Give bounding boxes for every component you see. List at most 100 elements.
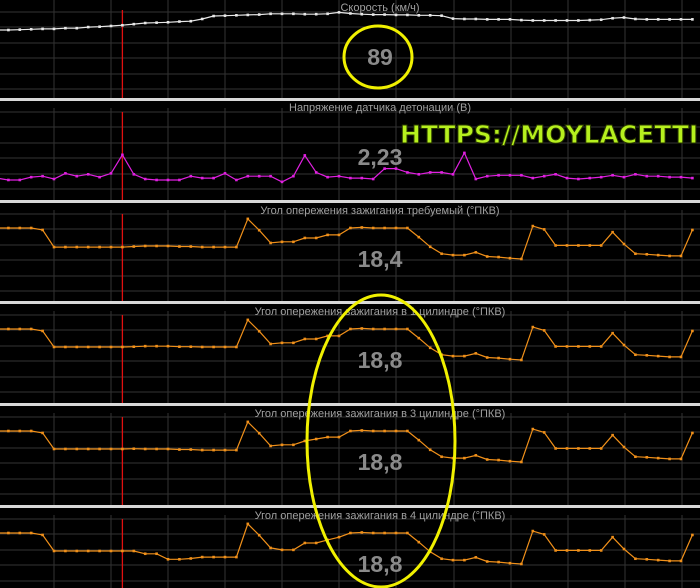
data-point — [645, 252, 649, 256]
data-point — [178, 178, 181, 182]
data-point — [7, 327, 10, 331]
data-point — [451, 253, 455, 257]
data-point — [246, 217, 250, 221]
data-point — [269, 12, 272, 16]
data-point — [679, 254, 683, 258]
data-point — [143, 244, 147, 248]
data-point — [98, 447, 101, 451]
data-point — [554, 19, 557, 22]
data-point — [178, 557, 181, 561]
data-point — [64, 172, 67, 175]
data-point — [679, 18, 683, 21]
data-point — [257, 228, 261, 232]
data-point — [86, 25, 90, 29]
data-point — [292, 341, 295, 345]
data-point — [508, 459, 512, 463]
data-point — [29, 175, 33, 179]
data-point — [417, 438, 421, 442]
data-point — [565, 447, 569, 450]
data-point — [565, 549, 569, 552]
data-point — [520, 562, 523, 566]
data-point — [497, 173, 500, 177]
data-point — [155, 552, 158, 556]
data-point — [109, 172, 113, 175]
data-point — [360, 176, 364, 180]
data-point — [98, 549, 101, 553]
data-point — [554, 244, 557, 247]
data-point — [622, 16, 626, 19]
data-point — [257, 533, 261, 537]
data-point — [166, 244, 170, 248]
series-line — [0, 217, 693, 260]
data-point — [428, 346, 432, 350]
data-point — [520, 358, 523, 362]
data-point — [349, 531, 352, 535]
data-point — [371, 226, 375, 230]
chart-panel: Угол опережения зажигания в 4 цилиндре (… — [0, 510, 700, 588]
data-point — [440, 171, 443, 174]
data-point — [611, 331, 614, 335]
data-point — [691, 329, 694, 333]
data-point — [668, 355, 671, 359]
data-point — [121, 345, 124, 349]
data-point — [178, 448, 181, 451]
data-point — [29, 429, 33, 433]
data-point — [497, 458, 500, 462]
data-point — [428, 14, 432, 17]
data-point — [235, 245, 238, 249]
data-point — [189, 245, 193, 248]
data-point — [337, 334, 341, 338]
data-point — [634, 252, 637, 256]
data-point — [428, 171, 432, 174]
data-point — [611, 173, 614, 177]
data-point — [223, 448, 227, 452]
data-point — [406, 226, 409, 230]
data-point — [269, 342, 272, 346]
data-point — [542, 329, 546, 332]
data-point — [656, 253, 660, 257]
data-point — [326, 334, 329, 338]
data-point — [656, 18, 660, 21]
data-point — [86, 447, 90, 451]
data-point — [565, 19, 569, 22]
data-point — [485, 356, 489, 359]
data-point — [588, 549, 592, 552]
data-point — [246, 420, 250, 424]
data-point — [235, 555, 238, 559]
data-point — [166, 344, 170, 348]
data-point — [463, 354, 466, 358]
data-point — [155, 178, 158, 182]
data-point — [7, 429, 10, 433]
data-point — [18, 226, 22, 230]
data-point — [52, 549, 56, 553]
data-point — [656, 456, 660, 460]
series-line — [0, 11, 693, 31]
data-point — [64, 345, 67, 349]
data-point — [428, 448, 432, 452]
data-point — [178, 345, 181, 349]
data-point — [417, 235, 421, 239]
data-point — [303, 154, 307, 157]
panel-separator — [0, 505, 700, 508]
data-point — [645, 557, 649, 561]
data-point — [257, 431, 261, 435]
data-point — [326, 233, 329, 237]
data-point — [394, 13, 398, 17]
data-point — [622, 445, 626, 449]
data-point — [166, 447, 170, 451]
data-point — [98, 25, 101, 29]
data-point — [463, 253, 466, 257]
data-point — [257, 174, 261, 178]
data-point — [292, 174, 295, 178]
data-point — [577, 19, 580, 22]
data-point — [349, 429, 352, 433]
data-point — [98, 175, 101, 179]
data-point — [326, 175, 329, 179]
data-point — [18, 429, 22, 433]
data-point — [212, 448, 215, 452]
data-point — [86, 173, 90, 176]
data-point — [189, 557, 193, 560]
data-point — [451, 354, 455, 358]
data-point — [406, 171, 409, 174]
chart-panel: Угол опережения зажигания в 1 цилиндре (… — [0, 306, 700, 403]
